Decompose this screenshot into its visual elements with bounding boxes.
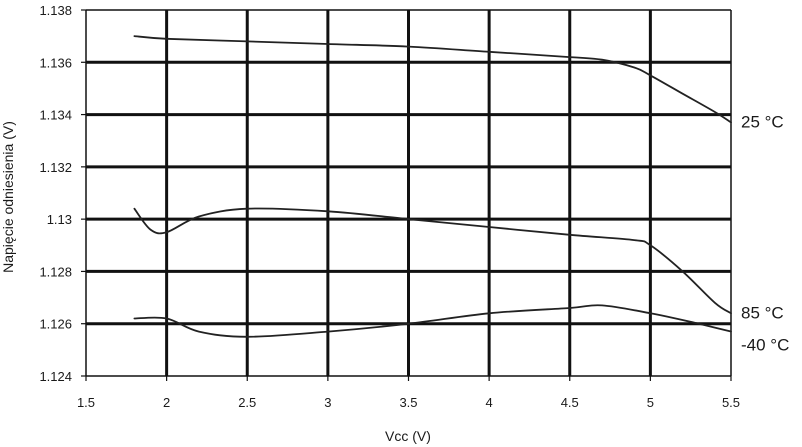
x-tick-label: 2 bbox=[163, 395, 170, 410]
x-axis-label: Vcc (V) bbox=[385, 428, 431, 444]
y-axis-label: Napięcie odniesienia (V) bbox=[0, 121, 16, 273]
x-tick-label: 3 bbox=[324, 395, 331, 410]
plot-series bbox=[133, 35, 732, 338]
series-label-25c: 25 °C bbox=[741, 112, 784, 131]
y-tick-label: 1.124 bbox=[39, 369, 72, 384]
grid bbox=[81, 9, 732, 381]
y-axis-ticks: 1.124 1.126 1.128 1.13 1.132 1.134 1.136 1.138 bbox=[39, 3, 72, 384]
series-line-85c bbox=[133, 207, 732, 315]
y-tick-label: 1.126 bbox=[39, 317, 72, 332]
y-tick-label: 1.138 bbox=[39, 3, 72, 18]
y-tick-label: 1.134 bbox=[39, 108, 72, 123]
x-tick-label: 1.5 bbox=[77, 395, 95, 410]
series-line-25c bbox=[133, 35, 732, 124]
series-label--40c: -40 °C bbox=[741, 336, 789, 355]
x-tick-label: 4.5 bbox=[561, 395, 579, 410]
y-tick-label: 1.13 bbox=[47, 212, 72, 227]
series-label-85c: 85 °C bbox=[741, 303, 784, 322]
y-tick-label: 1.128 bbox=[39, 264, 72, 279]
x-tick-label: 2.5 bbox=[238, 395, 256, 410]
series-labels: 25 °C 85 °C -40 °C bbox=[741, 112, 789, 354]
x-tick-label: 5 bbox=[647, 395, 654, 410]
y-tick-label: 1.132 bbox=[39, 160, 72, 175]
series-line--40c bbox=[133, 304, 732, 338]
x-tick-label: 5.5 bbox=[722, 395, 740, 410]
y-tick-label: 1.136 bbox=[39, 55, 72, 70]
x-tick-label: 4 bbox=[486, 395, 493, 410]
x-tick-label: 3.5 bbox=[399, 395, 417, 410]
x-axis-ticks: 1.5 2 2.5 3 3.5 4 4.5 5 5.5 bbox=[77, 395, 740, 410]
